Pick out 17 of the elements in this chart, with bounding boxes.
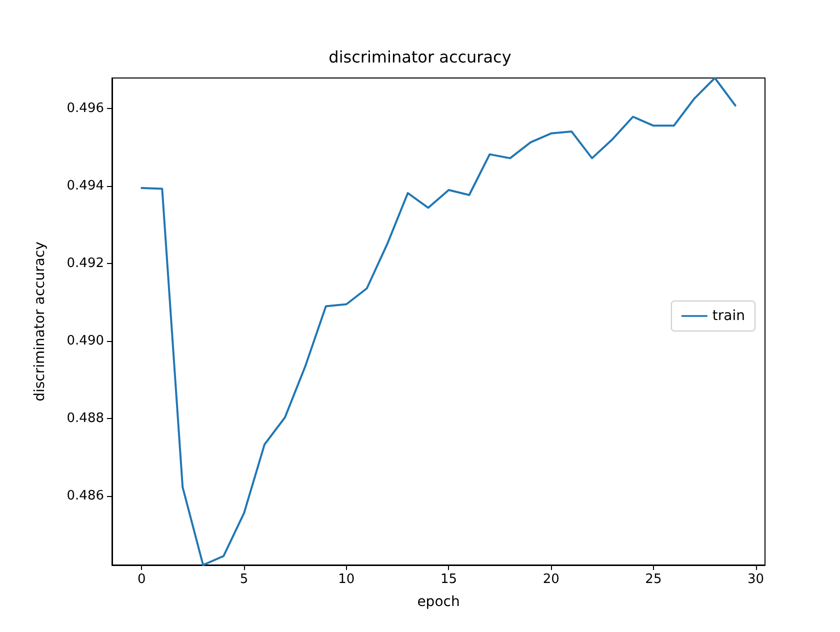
chart-title: discriminator accuracy xyxy=(328,48,512,66)
x-tick-label: 20 xyxy=(542,572,560,587)
y-tick-label: 0.488 xyxy=(66,411,104,426)
y-tick-label: 0.490 xyxy=(66,334,104,349)
x-tick-label: 15 xyxy=(440,572,458,587)
x-tick-label: 10 xyxy=(338,572,355,587)
legend-label: train xyxy=(712,308,746,324)
y-tick-label: 0.496 xyxy=(66,101,104,116)
x-tick-label: 0 xyxy=(138,572,146,587)
x-tick-label: 5 xyxy=(240,572,248,587)
x-tick-label: 25 xyxy=(645,572,662,587)
y-axis-title: discriminator accuracy xyxy=(32,242,48,402)
x-tick-label: 30 xyxy=(748,572,764,587)
y-tick-label: 0.492 xyxy=(66,256,104,272)
x-axis-title: epoch xyxy=(417,594,460,610)
y-tick-label: 0.486 xyxy=(66,488,104,504)
y-tick-label: 0.494 xyxy=(66,178,104,194)
